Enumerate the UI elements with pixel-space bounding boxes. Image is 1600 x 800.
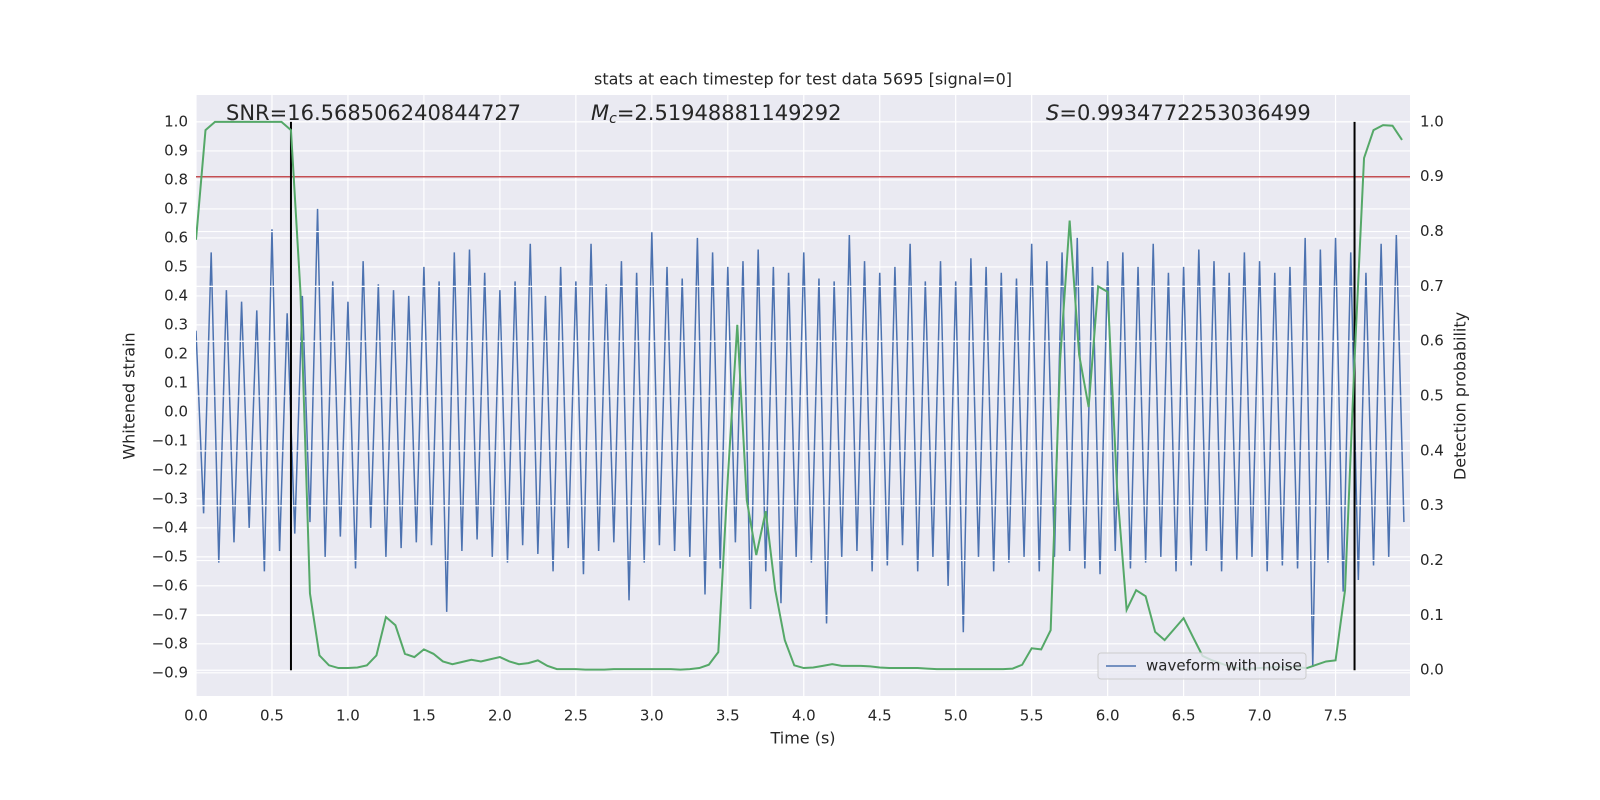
legend-label: waveform with noise: [1146, 657, 1302, 675]
annotation-value: =0.9934772253036499: [1059, 101, 1310, 125]
y-tick-label: −0.4: [152, 518, 188, 536]
y-tick-label: 0.7: [164, 199, 188, 217]
x-tick-label: 4.5: [868, 707, 892, 725]
y2-tick-label: 0.7: [1420, 277, 1444, 295]
legend-box: [1097, 652, 1307, 680]
y-tick-label: 0.3: [164, 315, 188, 333]
y2-tick-label: 0.4: [1420, 441, 1444, 459]
x-tick-label: 2.5: [564, 707, 588, 725]
chart-title: stats at each timestep for test data 569…: [594, 70, 1012, 89]
annotation-value: =2.51948881149292: [617, 101, 842, 125]
y2-tick-label: 1.0: [1420, 112, 1444, 130]
x-tick-label: 5.5: [1020, 707, 1044, 725]
y2-axis-label: Detection probability: [1451, 312, 1470, 480]
x-tick-label: 7.0: [1248, 707, 1272, 725]
y-tick-label: −0.6: [152, 576, 188, 594]
y2-tick-label: 0.8: [1420, 222, 1444, 240]
x-tick-label: 0.0: [184, 707, 208, 725]
y-tick-label: 0.4: [164, 286, 188, 304]
y-tick-label: −0.2: [152, 460, 188, 478]
x-tick-label: 1.5: [412, 707, 436, 725]
y-tick-label: 0.6: [164, 228, 188, 246]
y2-tick-label: 0.1: [1420, 606, 1444, 624]
y2-tick-label: 0.3: [1420, 496, 1444, 514]
y-tick-label: −0.8: [152, 634, 188, 652]
annotation-symbol: S: [1046, 101, 1059, 125]
y2-tick-label: 0.0: [1420, 661, 1444, 679]
y-tick-label: 0.2: [164, 344, 188, 362]
x-tick-label: 6.0: [1096, 707, 1120, 725]
y-tick-label: 0.8: [164, 170, 188, 188]
x-tick-label: 5.0: [944, 707, 968, 725]
y-tick-label: 0.0: [164, 402, 188, 420]
y-tick-label: −0.9: [152, 663, 188, 681]
x-tick-label: 3.5: [716, 707, 740, 725]
legend: waveform with noise: [1097, 652, 1307, 680]
y2-tick-label: 0.5: [1420, 387, 1444, 405]
x-tick-label: 1.0: [336, 707, 360, 725]
y-axis-label: Whitened strain: [120, 332, 139, 459]
annotation-symbol: M: [591, 101, 609, 125]
y-tick-label: −0.3: [152, 489, 188, 507]
axes: 0.0 0.5 1.0 1.5 2.0 2.5 3.0 3.5 4.0 4.5 5.0 5.5 6.0 6…: [152, 112, 1444, 724]
y-tick-label: 0.5: [164, 257, 188, 275]
y-tick-label: −0.1: [152, 431, 188, 449]
plot-area: [196, 95, 1410, 696]
y-tick-label: 0.1: [164, 373, 188, 391]
x-tick-label: 3.0: [640, 707, 664, 725]
y-tick-label: 0.9: [164, 141, 188, 159]
y2-tick-label: 0.9: [1420, 167, 1444, 185]
y2-tick-label: 0.2: [1420, 551, 1444, 569]
x-tick-label: 0.5: [260, 707, 284, 725]
annotation: SNR=16.568506240844727: [226, 101, 521, 125]
annotation: Mc=2.51948881149292: [591, 101, 842, 127]
y2-tick-label: 0.6: [1420, 332, 1444, 350]
x-tick-label: 2.0: [488, 707, 512, 725]
x-tick-label: 7.5: [1324, 707, 1348, 725]
annotation-subscript: c: [609, 111, 617, 127]
annotation: S=0.9934772253036499: [1046, 101, 1311, 125]
y-tick-label: −0.7: [152, 605, 188, 623]
x-axis-label: Time (s): [769, 729, 835, 748]
y-tick-label: −0.5: [152, 547, 188, 565]
y-tick-label: 1.0: [164, 112, 188, 130]
waveform-line: [196, 208, 1405, 668]
x-tick-label: 6.5: [1172, 707, 1196, 725]
x-tick-label: 4.0: [792, 707, 816, 725]
